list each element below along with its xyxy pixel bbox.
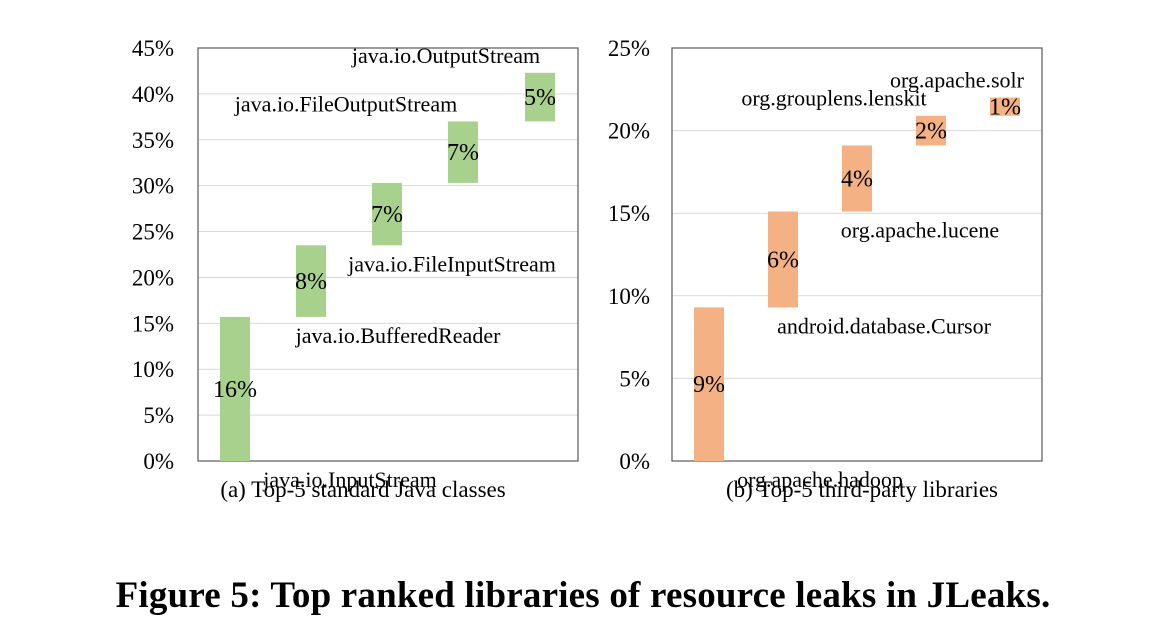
data-label: 2% [915,119,947,145]
gridlines [672,130,1042,379]
y-tick-label: 25% [132,220,174,245]
bar [525,72,555,122]
data-label: 7% [447,140,479,166]
data-label: 16% [213,377,257,403]
y-tick-label: 45% [132,36,174,61]
category-label: org.apache.lucene [841,218,999,243]
figure-caption: Figure 5: Top ranked libraries of resour… [115,575,1051,616]
y-tick-label: 10% [608,284,650,309]
bar [768,211,798,308]
bar [990,97,1020,116]
data-label: 9% [693,372,725,398]
data-label: 7% [371,202,403,228]
data-label: 6% [767,247,799,273]
y-tick-label: 10% [132,357,174,382]
bar [296,245,326,317]
data-label: 4% [841,167,873,193]
y-tick-label: 20% [608,119,650,144]
bar [916,115,946,146]
y-tick-label: 5% [143,403,174,428]
data-label: 5% [524,85,556,111]
category-label: org.apache.solr [890,68,1025,93]
data-label: 1% [989,95,1021,121]
bar [448,121,478,183]
category-labels: org.apache.hadoop android.database.Cursor… [737,68,1025,492]
plot-area-frame [197,47,579,462]
bar [372,182,402,246]
category-label: java.io.FileOutputStream [234,91,457,116]
category-label: org.apache.hadoop [737,467,903,492]
y-tick-label: 20% [132,265,174,290]
y-tick-label: 0% [143,449,174,474]
bar [842,145,872,212]
y-axis-ticks: 0% 5% 10% 15% 20% 25% 30% 35% 40% 45% [132,36,174,474]
category-label: java.io.BufferedReader [295,323,502,348]
bars [694,97,1020,461]
chart-third-party-libraries: 0%5%10%15%20%25%9%6%4%2%1%org.apache.had… [608,36,1043,502]
y-tick-label: 15% [608,201,650,226]
data-labels: 16% 8% 7% 7% 5% [213,85,556,403]
category-label: java.io.InputStream [262,467,437,492]
chart-java-classes: 0%5%10%15%20%25%30%35%40%45%16%8%7%7%5%j… [132,36,579,502]
bar [220,316,250,461]
bars [220,72,555,461]
y-tick-label: 0% [619,449,650,474]
y-tick-label: 40% [132,82,174,107]
subcaption: (a) Top-5 standard Java classes [220,477,505,502]
y-tick-label: 35% [132,128,174,153]
y-axis-ticks: 0% 5% 10% 15% 20% 25% [608,36,650,474]
data-labels: 9% 6% 4% 2% 1% [693,95,1021,399]
y-tick-label: 15% [132,311,174,336]
y-tick-label: 25% [608,36,650,61]
y-tick-label: 5% [619,366,650,391]
y-tick-label: 30% [132,174,174,199]
data-label: 8% [295,269,327,295]
category-label: java.io.FileInputStream [347,251,556,276]
bar [694,307,724,461]
category-labels: java.io.InputStream java.io.BufferedReade… [234,43,556,492]
plot-area-frame [671,47,1043,462]
category-label: java.io.OutputStream [351,43,540,68]
subcaption: (b) Top-5 third-party libraries [726,477,998,502]
category-label: android.database.Cursor [777,313,991,338]
category-label: org.grouplens.lenskit [741,86,926,111]
